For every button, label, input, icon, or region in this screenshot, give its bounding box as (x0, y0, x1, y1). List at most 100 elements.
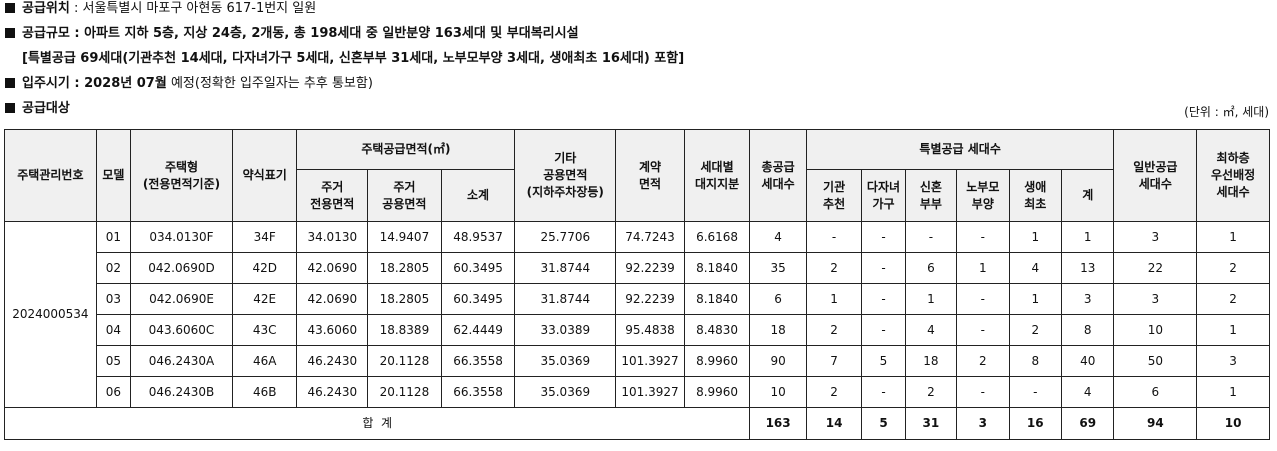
info-movein: 입주시기 : 2028년 07월 예정(정확한 입주일자는 추후 통보함) (5, 75, 373, 93)
info-scale: 공급규모 : 아파트 지하 5층, 지상 24층, 2개동, 총 198세대 중… (5, 25, 579, 43)
header-special-sum: 계 (1060, 169, 1115, 222)
table-row: 02 042.0690D 42D 42.0690 18.2805 60.3495… (5, 252, 1270, 284)
cell-special-sum: 1 (1060, 221, 1115, 253)
cell-exclusive: 34.0130 (296, 221, 369, 253)
cell-abbr: 46A (231, 345, 298, 377)
square-bullet-icon (5, 27, 15, 38)
cell-general: 3 (1113, 221, 1198, 253)
header-model: 모델 (95, 129, 132, 222)
header-institution: 기관 추천 (805, 169, 863, 222)
cell-model: 06 (95, 376, 132, 408)
unit-note: (단위 : ㎡, 세대) (1184, 105, 1269, 119)
cell-multi-child: - (861, 283, 906, 315)
cell-model: 03 (95, 283, 132, 315)
cell-top-priority: 2 (1196, 283, 1270, 315)
movein-date: : 2028년 07월 (69, 76, 167, 91)
cell-institution: 2 (805, 252, 863, 284)
cell-total: 6 (749, 283, 807, 315)
cell-newlywed: - (904, 221, 958, 253)
target-label: 공급대상 (22, 101, 70, 116)
header-abbr: 약식표기 (231, 129, 298, 222)
cell-type: 046.2430B (130, 376, 233, 408)
cell-general: 10 (1113, 314, 1198, 346)
cell-abbr: 46B (231, 376, 298, 408)
header-total-supply: 총공급 세대수 (749, 129, 807, 222)
cell-exclusive: 42.0690 (296, 283, 369, 315)
cell-general: 22 (1113, 252, 1198, 284)
cell-multi-child: 5 (861, 345, 906, 377)
cell-land: 8.4830 (683, 314, 751, 346)
cell-land: 8.1840 (683, 283, 751, 315)
cell-common: 14.9407 (367, 221, 442, 253)
header-special-group: 특별공급 세대수 (805, 129, 1115, 170)
cell-institution: 1 (805, 283, 863, 315)
cell-type: 042.0690E (130, 283, 233, 315)
cell-first-time: 4 (1008, 252, 1062, 284)
cell-first-time: 1 (1008, 221, 1062, 253)
total-elderly: 3 (956, 407, 1010, 440)
cell-elderly: 2 (956, 345, 1010, 377)
cell-first-time: 1 (1008, 283, 1062, 315)
cell-abbr: 42E (231, 283, 298, 315)
cell-subtotal: 48.9537 (440, 221, 516, 253)
table-row: 2024000534 01 034.0130F 34F 34.0130 14.9… (4, 221, 1270, 408)
cell-abbr: 34F (231, 221, 298, 253)
header-mgmt-no: 주택관리번호 (4, 129, 97, 222)
cell-multi-child: - (861, 221, 906, 253)
cell-top-priority: 1 (1196, 376, 1270, 408)
cell-abbr: 43C (231, 314, 298, 346)
cell-subtotal: 66.3558 (440, 376, 516, 408)
cell-newlywed: 6 (904, 252, 958, 284)
cell-special-sum: 4 (1060, 376, 1115, 408)
cell-other: 35.0369 (514, 376, 617, 408)
cell-elderly: 1 (956, 252, 1010, 284)
cell-newlywed: 2 (904, 376, 958, 408)
cell-other: 31.8744 (514, 283, 617, 315)
cell-abbr: 42D (231, 252, 298, 284)
header-other-common: 기타 공용면적 (지하주차장등) (514, 129, 617, 222)
header-subtotal: 소계 (440, 169, 516, 222)
cell-total: 90 (749, 345, 807, 377)
cell-exclusive: 43.6060 (296, 314, 369, 346)
cell-land: 8.9960 (683, 376, 751, 408)
cell-type: 042.0690D (130, 252, 233, 284)
cell-type: 034.0130F (130, 221, 233, 253)
cell-subtotal: 60.3495 (440, 283, 516, 315)
cell-other: 25.7706 (514, 221, 617, 253)
cell-general: 3 (1113, 283, 1198, 315)
total-newlywed: 31 (904, 407, 958, 440)
cell-subtotal: 60.3495 (440, 252, 516, 284)
info-target: 공급대상 (5, 100, 70, 118)
total-top-priority: 10 (1196, 407, 1270, 440)
header-exclusive-area: 주거 전용면적 (296, 169, 369, 222)
header-top-priority: 최하층 우선배정 세대수 (1196, 129, 1270, 222)
location-label: 공급위치 (22, 1, 70, 16)
cell-model: 05 (95, 345, 132, 377)
cell-elderly: - (956, 314, 1010, 346)
header-type: 주택형 (전용면적기준) (130, 129, 233, 222)
cell-total: 4 (749, 221, 807, 253)
total-general: 94 (1113, 407, 1198, 440)
cell-top-priority: 1 (1196, 314, 1270, 346)
total-supply-sum: 163 (749, 407, 807, 440)
cell-contract: 101.3927 (615, 376, 685, 408)
cell-first-time: - (1008, 376, 1062, 408)
cell-contract: 74.7243 (615, 221, 685, 253)
cell-top-priority: 3 (1196, 345, 1270, 377)
table-row: 06 046.2430B 46B 46.2430 20.1128 66.3558… (5, 376, 1270, 408)
cell-model: 04 (95, 314, 132, 346)
cell-common: 18.2805 (367, 252, 442, 284)
cell-first-time: 2 (1008, 314, 1062, 346)
header-common-area: 주거 공용면적 (367, 169, 442, 222)
cell-total: 35 (749, 252, 807, 284)
cell-subtotal: 66.3558 (440, 345, 516, 377)
cell-land: 6.6168 (683, 221, 751, 253)
cell-institution: 2 (805, 314, 863, 346)
cell-exclusive: 42.0690 (296, 252, 369, 284)
table-row: 05 046.2430A 46A 46.2430 20.1128 66.3558… (5, 345, 1270, 377)
table-row: 03 042.0690E 42E 42.0690 18.2805 60.3495… (5, 283, 1270, 315)
cell-general: 6 (1113, 376, 1198, 408)
cell-first-time: 8 (1008, 345, 1062, 377)
cell-model: 01 (95, 221, 132, 253)
table-row: 04 043.6060C 43C 43.6060 18.8389 62.4449… (5, 314, 1270, 346)
